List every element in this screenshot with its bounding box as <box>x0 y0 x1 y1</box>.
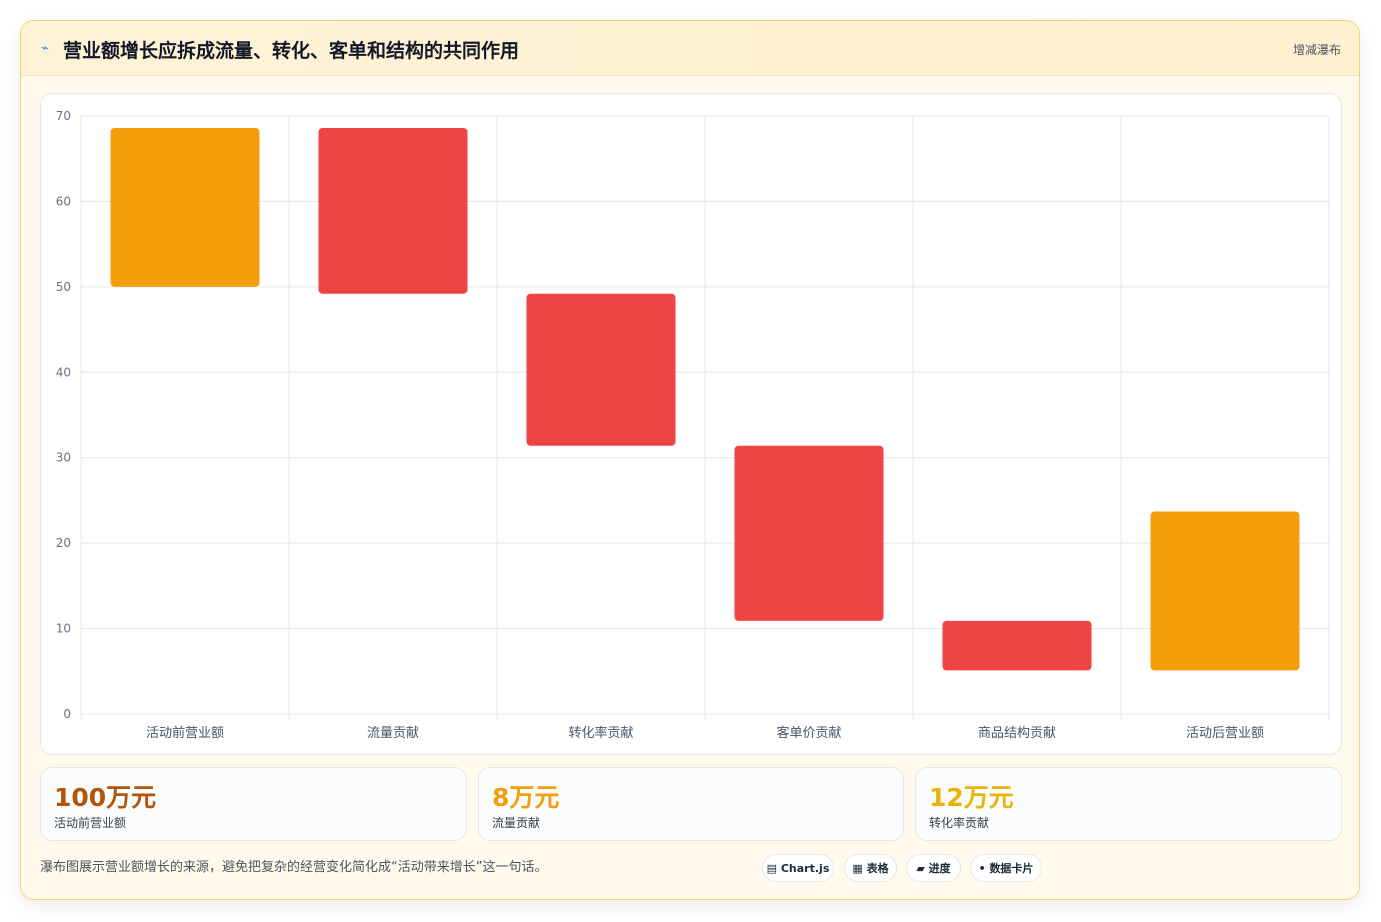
tag-progress[interactable]: ▰ 进度 <box>906 854 961 882</box>
tag-table[interactable]: ▦ 表格 <box>844 854 897 882</box>
chart-icon: ▤ <box>766 861 778 875</box>
x-tick-label: 流量贡献 <box>367 726 419 741</box>
data-card-icon: • <box>978 861 986 875</box>
y-tick-label: 40 <box>56 365 71 379</box>
kpi-value: 12万元 <box>929 783 1014 812</box>
y-tick-label: 0 <box>63 707 71 721</box>
kpi-label: 转化率贡献 <box>929 816 990 830</box>
waterfall-bar <box>734 445 884 621</box>
tag-chartjs[interactable]: ▤ Chart.js <box>762 854 834 882</box>
x-tick-label: 活动后营业额 <box>1186 726 1264 741</box>
page-title: 营业额增长应拆成流量、转化、客单和结构的共同作用 <box>63 40 520 62</box>
card-header: ⌁ 营业额增长应拆成流量、转化、客单和结构的共同作用 增减瀑布 <box>21 21 1359 76</box>
chart-card: ⌁ 营业额增长应拆成流量、转化、客单和结构的共同作用 增减瀑布 0 10 20 30 4… <box>20 20 1360 900</box>
chart-panel: 0 10 20 30 40 50 60 70 活动前营业额 流量贡献 转化率贡献 客单价贡献 商品结构贡… <box>40 93 1342 755</box>
progress-icon: ▰ <box>916 861 925 875</box>
x-tick-label: 客单价贡献 <box>776 725 841 741</box>
kpi-label: 流量贡献 <box>492 816 541 830</box>
kpi-value: 8万元 <box>492 783 560 812</box>
waterfall-bar <box>318 127 468 294</box>
y-tick-label: 70 <box>56 109 71 123</box>
waterfall-chart: 0 10 20 30 40 50 60 70 活动前营业额 流量贡献 转化率贡献 客单价贡献 商品结构贡… <box>56 109 1330 741</box>
table-icon: ▦ <box>852 861 863 875</box>
y-tick-label: 50 <box>56 280 71 294</box>
y-tick-label: 60 <box>56 194 71 208</box>
sparkle-icon: ⌁ <box>41 41 49 56</box>
kpi-card-traffic: 8万元 流量贡献 <box>478 767 904 841</box>
tag-label: 数据卡片 <box>989 862 1034 875</box>
kpi-value: 100万元 <box>54 783 157 812</box>
tag-label: 表格 <box>866 862 889 875</box>
waterfall-bar <box>942 620 1092 671</box>
tag-label: 进度 <box>928 862 951 875</box>
kpi-card-conversion: 12万元 转化率贡献 <box>915 767 1342 841</box>
tag-label: Chart.js <box>780 861 830 875</box>
chart-type-badge: 增减瀑布 <box>1292 43 1341 57</box>
y-tick-label: 30 <box>56 451 71 465</box>
waterfall-bar <box>110 127 260 287</box>
y-tick-label: 20 <box>56 536 71 550</box>
waterfall-bar <box>1150 511 1300 671</box>
x-tick-label: 活动前营业额 <box>146 725 224 741</box>
kpi-label: 活动前营业额 <box>54 816 127 830</box>
kpi-card-before: 100万元 活动前营业额 <box>40 767 467 841</box>
y-tick-label: 10 <box>56 622 71 636</box>
x-tick-label: 转化率贡献 <box>568 725 633 741</box>
tag-data-card[interactable]: • 数据卡片 <box>970 854 1042 882</box>
chart-footnote: 瀑布图展示营业额增长的来源，避免把复杂的经营变化简化成“活动带来增长”这一句话。 <box>40 860 548 875</box>
x-tick-label: 商品结构贡献 <box>978 726 1056 741</box>
waterfall-bar <box>526 293 676 446</box>
